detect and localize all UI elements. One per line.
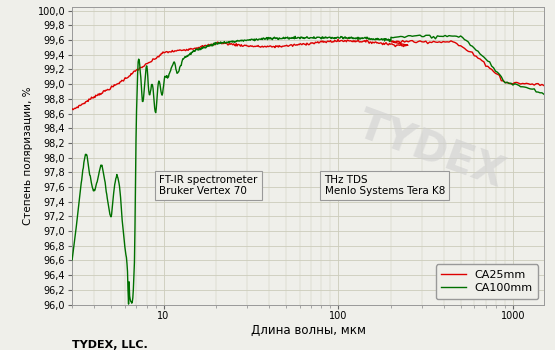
CA100mm	[69, 258, 75, 262]
CA100mm	[125, 302, 132, 306]
CA100mm	[395, 35, 402, 39]
CA100mm	[446, 34, 452, 38]
Text: FT-IR spectrometer
Bruker Vertex 70: FT-IR spectrometer Bruker Vertex 70	[159, 175, 258, 196]
CA25mm	[541, 84, 547, 88]
CA100mm	[417, 33, 423, 37]
CA25mm	[335, 37, 341, 41]
CA25mm	[70, 107, 77, 112]
CA100mm	[541, 92, 547, 96]
Text: TYDEX: TYDEX	[351, 104, 510, 196]
CA25mm	[367, 40, 374, 44]
Line: CA25mm: CA25mm	[72, 39, 544, 110]
X-axis label: Длина волны, мкм: Длина волны, мкм	[250, 324, 366, 337]
CA100mm	[142, 71, 149, 75]
CA25mm	[295, 42, 302, 47]
CA25mm	[195, 45, 201, 49]
CA25mm	[315, 40, 321, 44]
CA100mm	[349, 36, 355, 41]
CA25mm	[459, 45, 466, 49]
CA100mm	[336, 36, 343, 40]
Line: CA100mm: CA100mm	[72, 35, 544, 304]
CA25mm	[69, 107, 75, 111]
Y-axis label: Степень поляризации, %: Степень поляризации, %	[23, 86, 33, 225]
Legend: CA25mm, CA100mm: CA25mm, CA100mm	[436, 264, 538, 299]
CA25mm	[240, 44, 246, 48]
CA100mm	[366, 37, 373, 41]
Text: TYDEX, LLC.: TYDEX, LLC.	[72, 340, 148, 350]
Text: THz TDS
Menlo Systems Tera K8: THz TDS Menlo Systems Tera K8	[325, 175, 445, 196]
